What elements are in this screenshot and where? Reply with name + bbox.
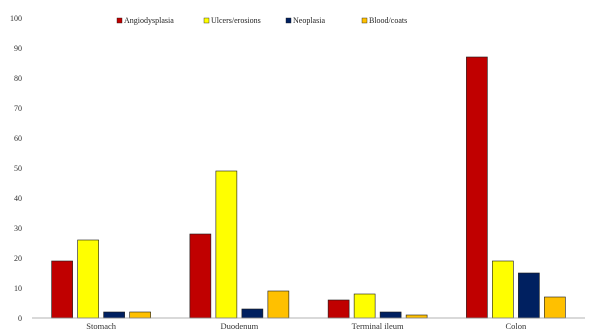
x-category-label: Duodenum: [220, 321, 258, 331]
y-axis-ticks: 0 10 20 30 40 50 60 70 80 90 100: [10, 14, 22, 323]
y-tick-label: 30: [14, 224, 22, 233]
legend-swatch: [361, 17, 368, 24]
legend: Angiodysplasia Ulcers/erosions Neoplasia Bl…: [116, 16, 407, 25]
y-tick-label: 20: [14, 254, 22, 263]
x-category-label: Colon: [505, 321, 527, 331]
bar-ulcers-erosions-colon: [492, 260, 514, 319]
x-category-label: Stomach: [86, 321, 116, 331]
legend-swatch: [116, 17, 123, 24]
y-tick-label: 90: [14, 44, 22, 53]
x-axis-labels: Stomach Duodenum Terminal ileum Colon: [86, 321, 527, 331]
legend-label: Angiodysplasia: [124, 16, 174, 25]
bar-angiodysplasia-colon: [466, 56, 488, 319]
bar-angiodysplasia-duodenum: [189, 233, 212, 319]
bar-blood-coats-terminal-ileum: [405, 314, 428, 319]
legend-swatch: [285, 17, 292, 24]
y-tick-label: 80: [14, 74, 22, 83]
y-tick-label: 40: [14, 194, 22, 203]
legend-label: Neoplasia: [293, 16, 325, 25]
bar-ulcers-erosions-terminal-ileum: [353, 293, 376, 319]
bar-neoplasia-duodenum: [241, 308, 264, 319]
x-category-label: Terminal ileum: [352, 321, 404, 331]
bar-neoplasia-colon: [518, 272, 540, 319]
y-tick-label: 70: [14, 104, 22, 113]
y-tick-label: 100: [10, 14, 22, 23]
y-tick-label: 0: [18, 314, 22, 323]
bar-angiodysplasia-stomach: [51, 260, 73, 319]
bar-blood-coats-duodenum: [267, 290, 290, 319]
bars: [51, 56, 566, 319]
bar-angiodysplasia-terminal-ileum: [327, 299, 350, 319]
bar-blood-coats-stomach: [129, 311, 151, 319]
y-tick-label: 10: [14, 284, 22, 293]
bar-neoplasia-terminal-ileum: [379, 311, 402, 319]
bar-neoplasia-stomach: [103, 311, 125, 319]
bar-ulcers-erosions-stomach: [77, 239, 99, 319]
legend-label: Blood/coats: [369, 16, 407, 25]
y-tick-label: 50: [14, 164, 22, 173]
bar-blood-coats-colon: [544, 296, 566, 319]
y-tick-label: 60: [14, 134, 22, 143]
bar-ulcers-erosions-duodenum: [215, 170, 238, 319]
legend-swatch: [203, 17, 210, 24]
legend-label: Ulcers/erosions: [211, 16, 261, 25]
